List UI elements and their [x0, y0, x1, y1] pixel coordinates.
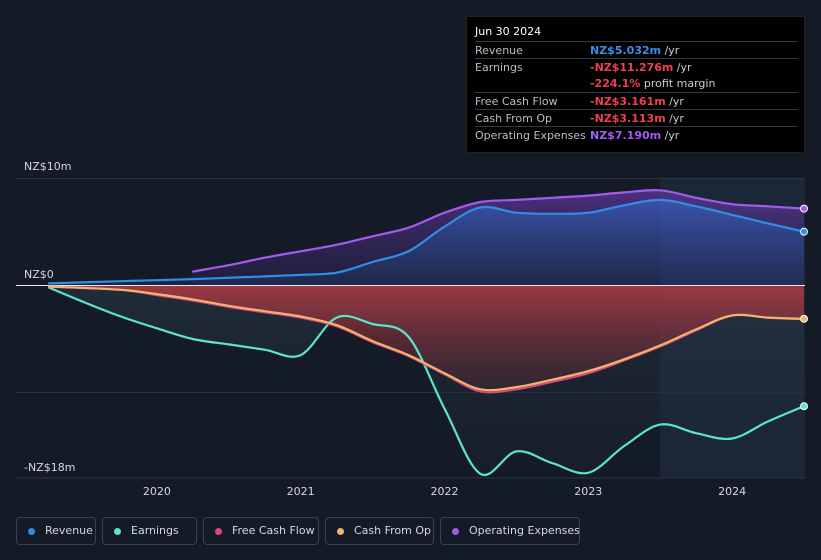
tooltip-value: NZ$7.190m /yr: [590, 129, 680, 142]
tooltip-label: Earnings: [475, 61, 523, 74]
x-tick-label: 2024: [718, 485, 746, 498]
area-cash-from-op: [49, 285, 804, 391]
tooltip-label: Revenue: [475, 44, 523, 57]
legend-item-operating-expenses[interactable]: Operating Expenses: [440, 517, 580, 545]
legend-dot-icon: [215, 528, 222, 535]
x-tick-label: 2023: [574, 485, 602, 498]
area-revenue: [49, 199, 804, 286]
tooltip-row-operating-expenses: Operating Expenses NZ$7.190m /yr: [475, 126, 798, 143]
tooltip-value: -NZ$3.161m /yr: [590, 95, 684, 108]
x-tick-label: 2020: [143, 485, 171, 498]
tooltip-value: -NZ$11.276m /yr: [590, 61, 692, 74]
legend-item-revenue[interactable]: Revenue: [16, 517, 96, 545]
x-tick-label: 2021: [287, 485, 315, 498]
legend-dot-icon: [452, 528, 459, 535]
legend-label: Revenue: [45, 524, 93, 537]
x-tick-label: 2022: [430, 485, 458, 498]
end-marker-revenue: [800, 227, 808, 236]
line-cash-from-op: [47, 285, 806, 392]
legend-dot-icon: [337, 528, 344, 535]
tooltip-row-cash-from-op: Cash From Op -NZ$3.113m /yr: [475, 109, 798, 126]
legend-label: Cash From Op: [354, 524, 432, 537]
y-tick-label: NZ$10m: [24, 160, 71, 173]
tooltip-label: Cash From Op: [475, 112, 553, 125]
legend-item-earnings[interactable]: Earnings: [102, 517, 197, 545]
tooltip-row-free-cash-flow: Free Cash Flow -NZ$3.161m /yr: [475, 92, 798, 109]
legend-label: Earnings: [131, 524, 179, 537]
tooltip-value: -224.1% profit margin: [590, 77, 716, 90]
legend-item-cash-from-op[interactable]: Cash From Op: [325, 517, 434, 545]
end-marker-cash-from-op: [800, 314, 808, 323]
data-tooltip: Jun 30 2024 Revenue NZ$5.032m /yr Earnin…: [466, 16, 805, 153]
legend-label: Operating Expenses: [469, 524, 580, 537]
y-tick-label: NZ$0: [24, 268, 54, 281]
line-operating-expenses: [191, 188, 806, 273]
legend-item-free-cash-flow[interactable]: Free Cash Flow: [203, 517, 319, 545]
tooltip-value: -NZ$3.113m /yr: [590, 112, 684, 125]
tooltip-row-profit-margin: -224.1% profit margin: [475, 75, 798, 92]
legend-label: Free Cash Flow: [232, 524, 315, 537]
end-marker-earnings: [800, 402, 808, 411]
legend-dot-icon: [28, 528, 35, 535]
tooltip-value: NZ$5.032m /yr: [590, 44, 680, 57]
end-marker-operating-expenses: [800, 204, 808, 213]
tooltip-row-earnings: Earnings -NZ$11.276m /yr: [475, 58, 798, 75]
legend-dot-icon: [114, 528, 121, 535]
tooltip-label: Free Cash Flow: [475, 95, 558, 108]
tooltip-row-revenue: Revenue NZ$5.032m /yr: [475, 41, 798, 58]
tooltip-label: Operating Expenses: [475, 129, 586, 142]
y-tick-label: -NZ$18m: [24, 461, 75, 474]
line-revenue: [47, 198, 806, 285]
line-earnings: [47, 286, 806, 477]
tooltip-date: Jun 30 2024: [475, 25, 542, 38]
